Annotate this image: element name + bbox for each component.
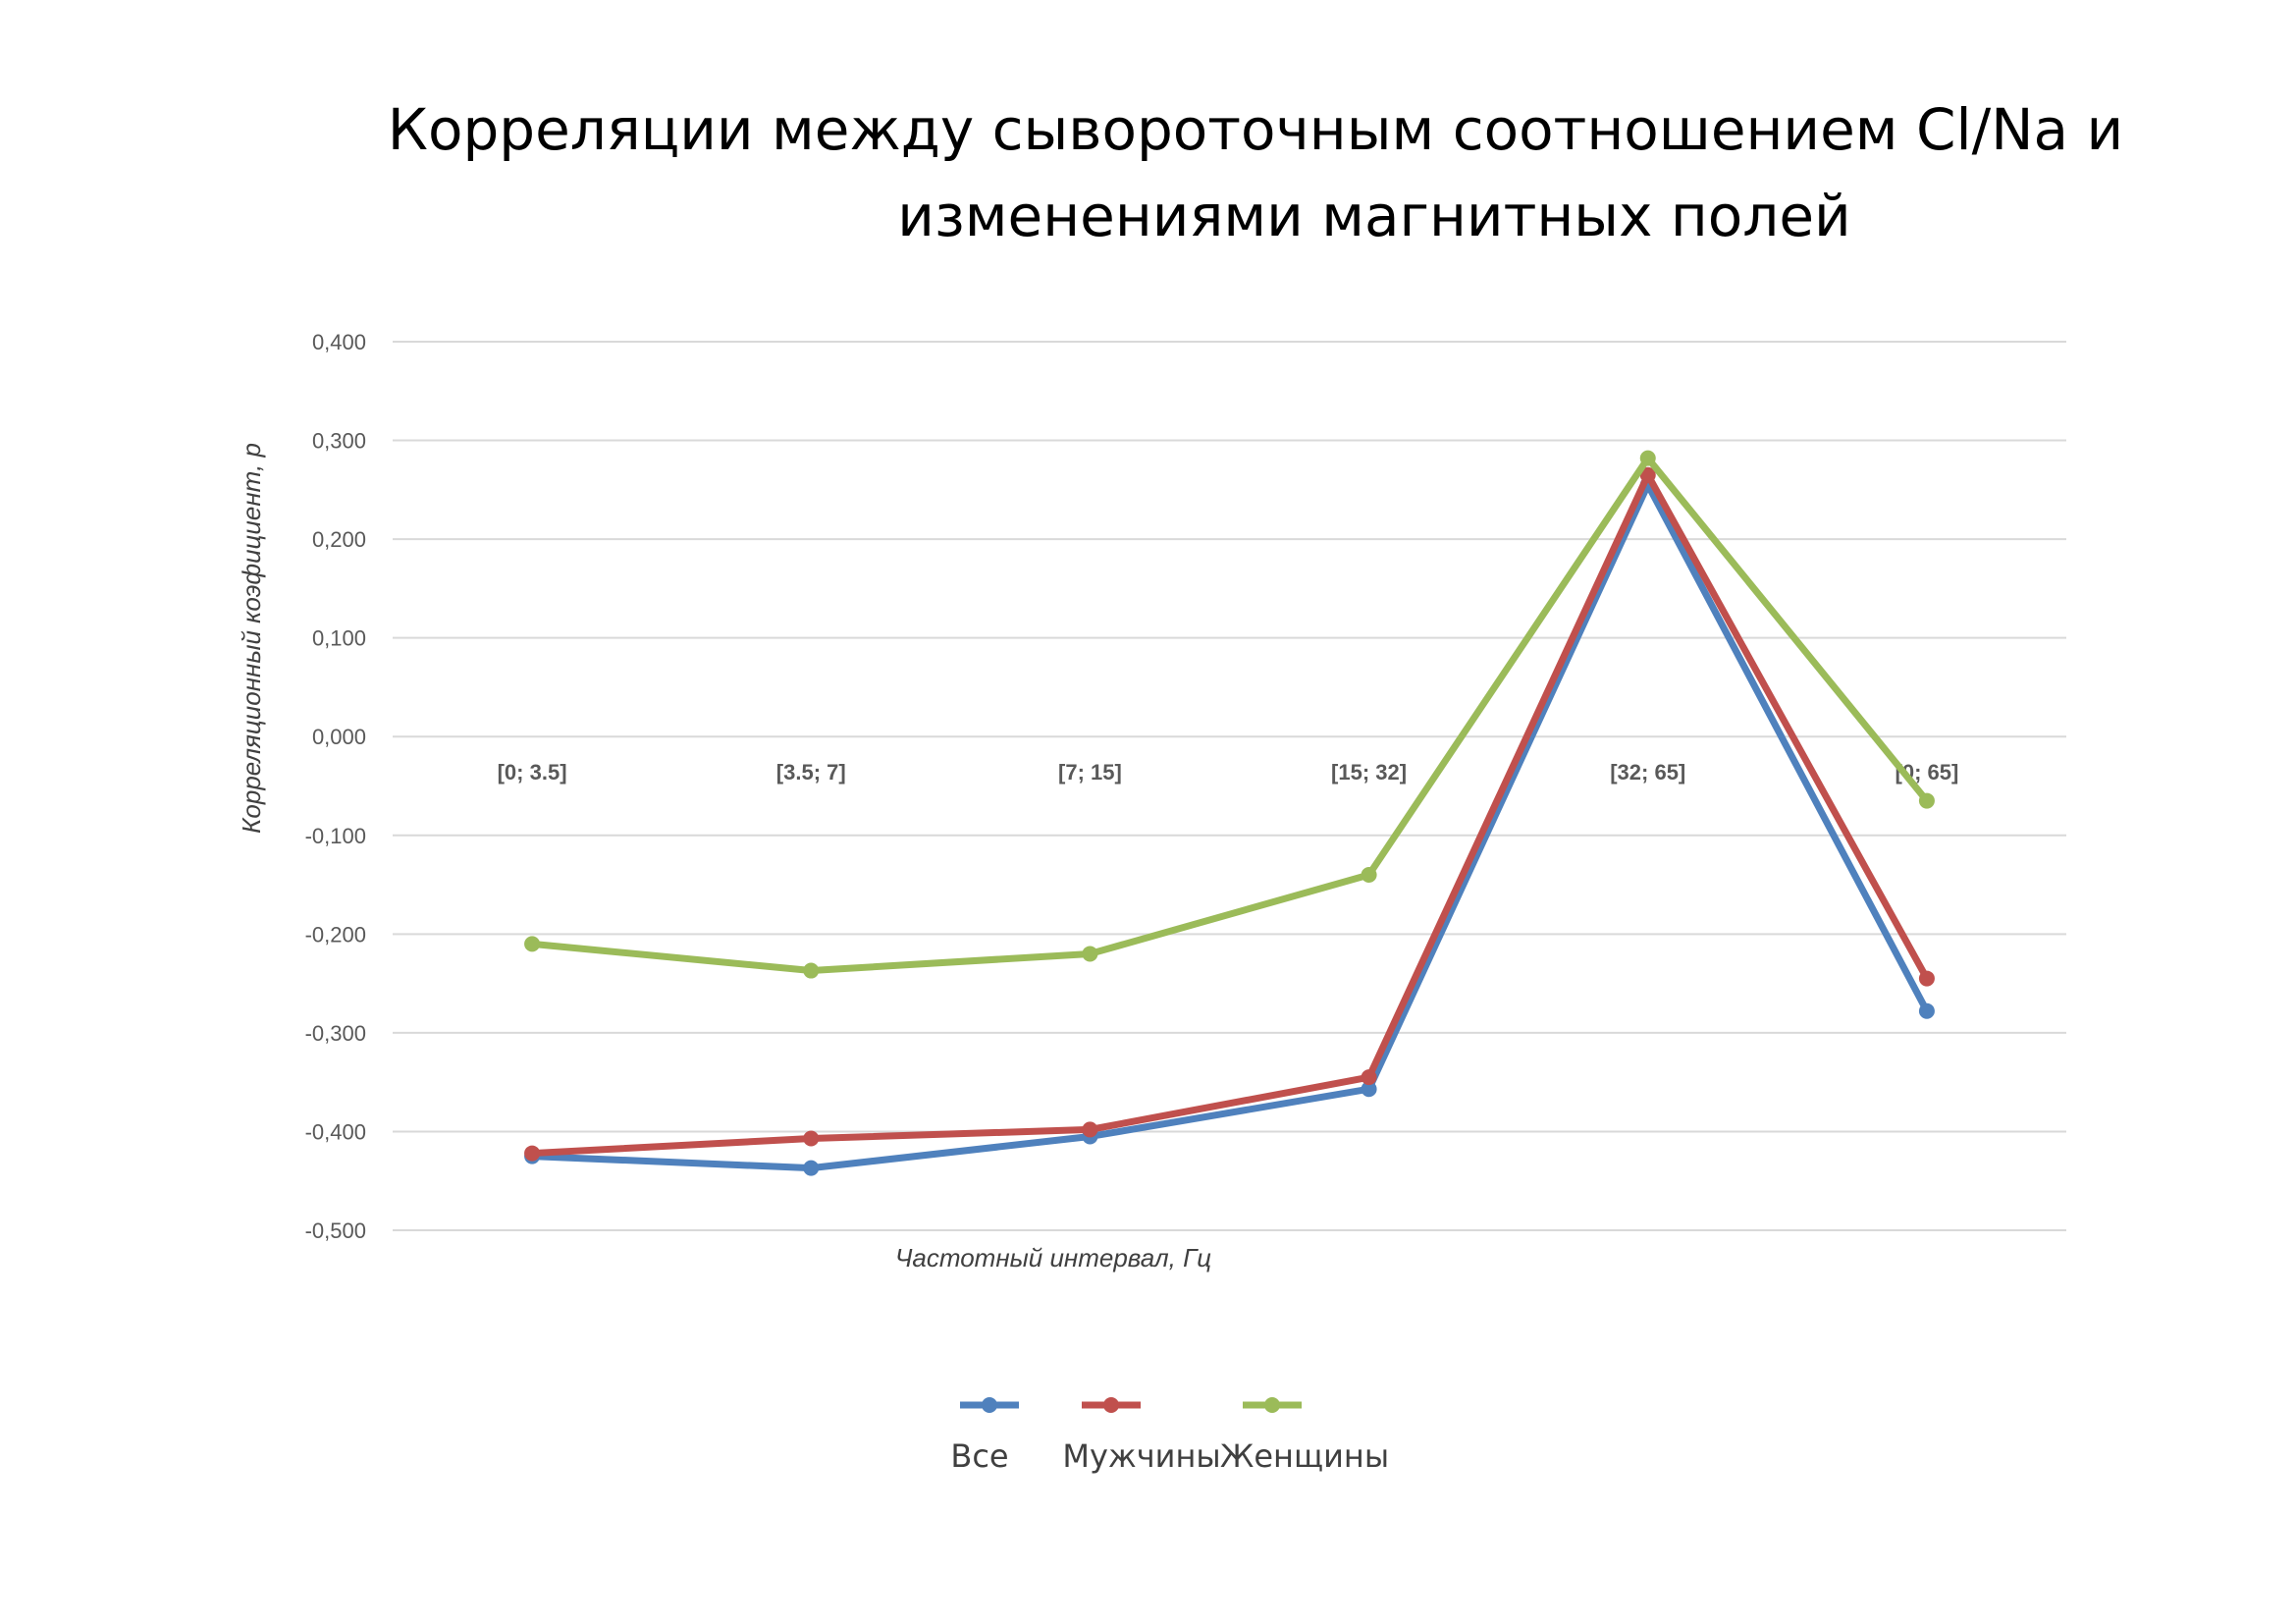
x-category-label: [15; 32] [1331, 760, 1407, 785]
data-point [1361, 867, 1377, 883]
chart-title-line-2: изменениями магнитных полей [897, 183, 1850, 249]
y-tick-label: 0,300 [312, 429, 366, 454]
chart-title: Корреляции между сывороточным соотношени… [388, 96, 2123, 249]
data-point [1918, 792, 1935, 809]
y-tick-label: -0,400 [305, 1119, 366, 1144]
x-axis-label: Частотный интервал, Гц [895, 1243, 1211, 1272]
data-point [803, 1130, 820, 1147]
y-tick-label: 0,200 [312, 527, 366, 552]
data-point [803, 962, 820, 979]
series-2 [524, 466, 1935, 1162]
data-point [524, 936, 541, 952]
data-point [1082, 946, 1098, 962]
y-tick-label: -0,300 [305, 1021, 366, 1046]
x-category-label: [32; 65] [1610, 760, 1685, 785]
x-category-label: [7; 15] [1058, 760, 1122, 785]
data-series [524, 450, 1935, 1176]
x-axis-categories: [0; 3.5] [3.5; 7] [7; 15] [15; 32] [32; 65][… [498, 760, 1959, 785]
data-point [803, 1160, 820, 1176]
legend-item: Мужчины [1062, 1397, 1221, 1475]
data-point [1361, 1069, 1377, 1086]
y-axis-label: Корреляционный коэфициент, p [237, 443, 266, 834]
series-3 [524, 450, 1935, 979]
series-1 [524, 476, 1935, 1176]
chart-title-line-1: Корреляции между сывороточным соотношени… [388, 96, 2123, 163]
legend-label: Женщины [1220, 1437, 1389, 1475]
y-tick-label: 0,000 [312, 725, 366, 749]
data-point [1918, 1002, 1935, 1019]
series-line [528, 455, 1931, 975]
x-category-label: [3.5; 7] [776, 760, 846, 785]
y-tick-label: -0,500 [305, 1218, 366, 1243]
gridlines [393, 341, 2066, 1231]
legend-swatch-marker [1103, 1397, 1119, 1413]
legend-swatch-marker [1264, 1397, 1280, 1413]
y-tick-label: 0,400 [312, 330, 366, 354]
data-point [1639, 450, 1656, 466]
data-point [1361, 1081, 1377, 1098]
series-line [528, 481, 1931, 1172]
data-point [524, 1145, 541, 1162]
legend-item: Женщины [1220, 1397, 1389, 1475]
y-tick-label: -0,200 [305, 922, 366, 947]
data-point [1918, 970, 1935, 987]
y-tick-label: -0,100 [305, 824, 366, 848]
legend-swatch-marker [982, 1397, 997, 1413]
y-axis-ticks: 0,400 0,300 0,200 0,100 0,000 -0,100 -0,200 -0,… [305, 330, 366, 1243]
legend-label: Все [950, 1437, 1008, 1475]
data-point [1639, 466, 1656, 483]
x-category-label: [0; 3.5] [498, 760, 567, 785]
legend: Все Мужчины Женщины [950, 1397, 1389, 1475]
data-point [1082, 1121, 1098, 1138]
legend-item: Все [950, 1397, 1019, 1475]
series-line [528, 471, 1931, 1158]
legend-label: Мужчины [1062, 1437, 1220, 1475]
y-tick-label: 0,100 [312, 626, 366, 651]
